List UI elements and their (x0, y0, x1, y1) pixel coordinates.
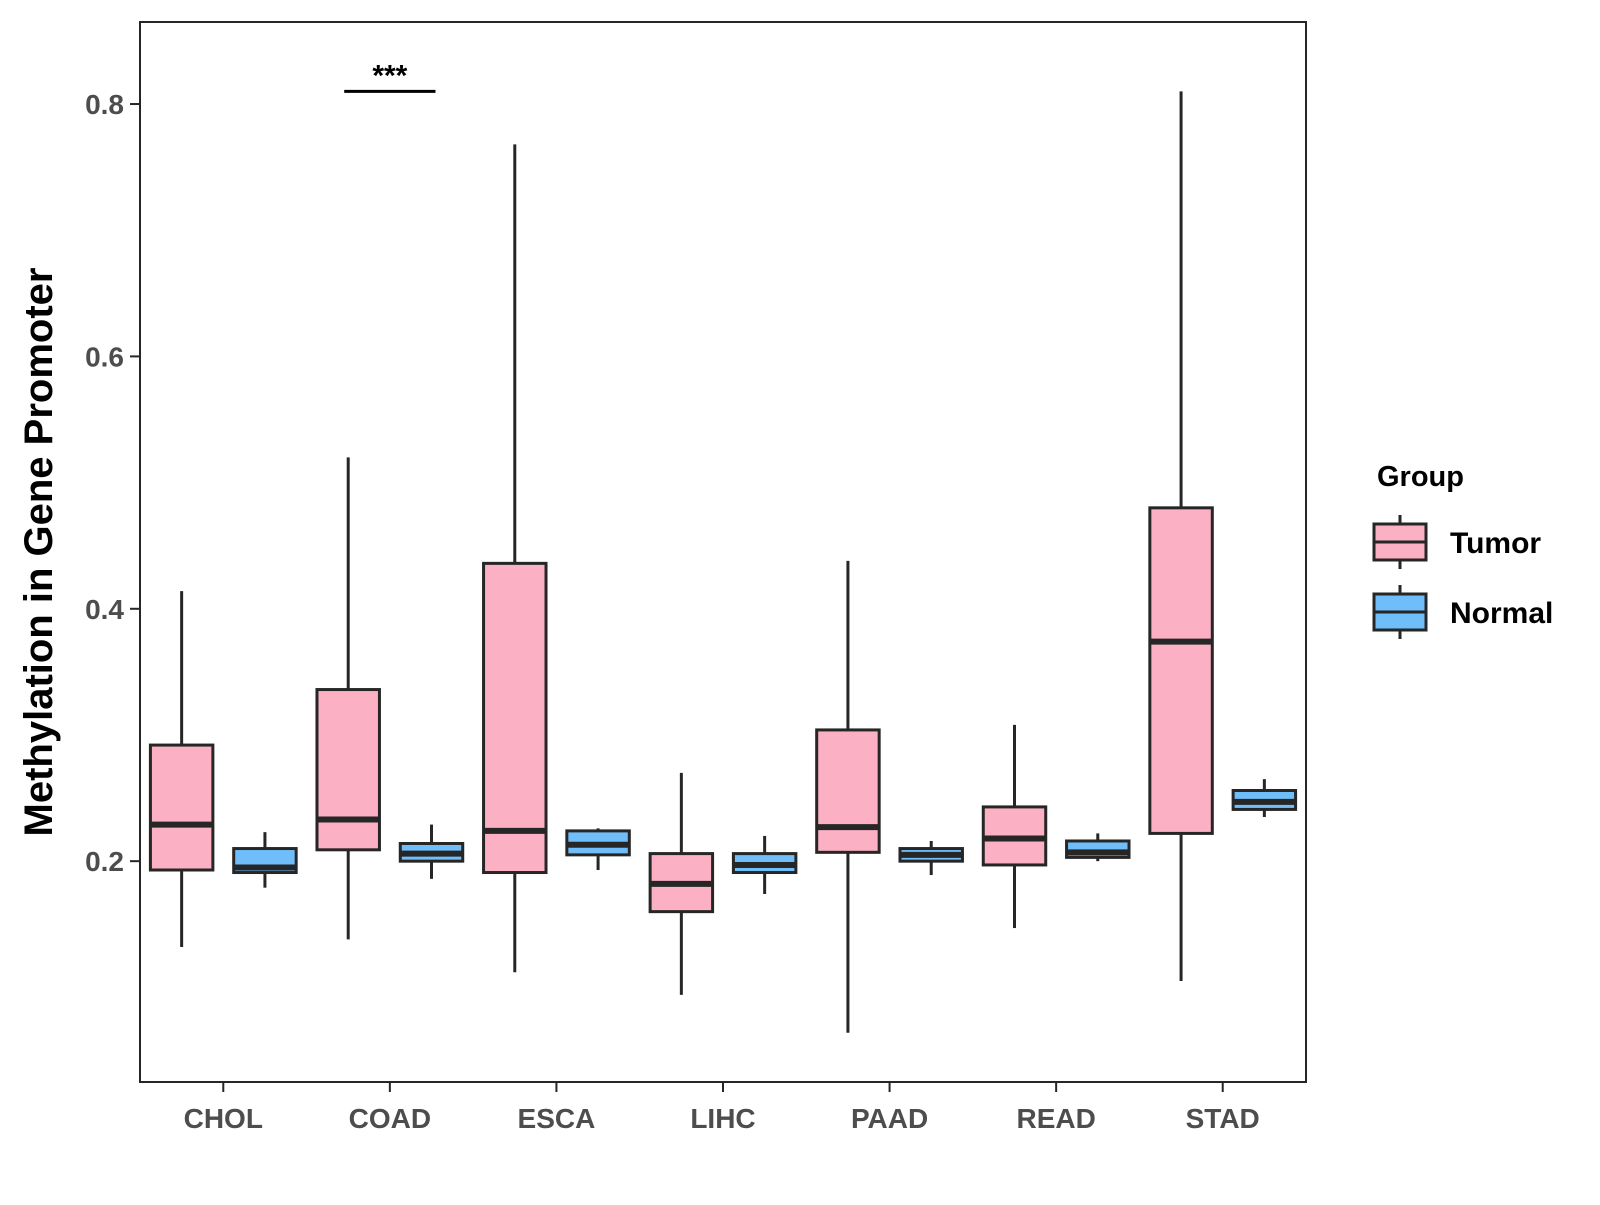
box-iqr (815, 728, 881, 854)
x-tick-label-esca: ESCA (518, 1103, 596, 1134)
box-tumor-esca (482, 144, 548, 973)
box-normal-lihc (731, 835, 798, 894)
legend-title: Group (1377, 461, 1464, 493)
box-tumor-paad (815, 560, 881, 1033)
x-tick-label-chol: CHOL (184, 1103, 263, 1134)
y-tick-label: 0.4 (85, 594, 124, 625)
box-tumor-read (981, 724, 1048, 929)
box-tumor-stad (1148, 91, 1214, 982)
box-iqr (1148, 506, 1214, 835)
x-tick-label-read: READ (1016, 1103, 1095, 1134)
x-tick-label-paad: PAAD (851, 1103, 928, 1134)
box-normal-paad (898, 840, 964, 876)
legend-label-normal: Normal (1450, 597, 1553, 630)
box-series-group (148, 91, 1298, 1033)
box-iqr (315, 688, 381, 852)
legend-item-tumor: Tumor (1372, 515, 1541, 569)
box-iqr (148, 743, 215, 872)
y-tick-label: 0.6 (85, 341, 124, 372)
box-tumor-chol (148, 591, 215, 947)
box-normal-esca (565, 828, 631, 870)
x-tick-label-coad: COAD (349, 1103, 431, 1134)
legend-label-tumor: Tumor (1450, 527, 1541, 560)
box-iqr (482, 561, 548, 875)
significance-annotations: *** (344, 59, 436, 93)
box-normal-chol (232, 832, 298, 888)
box-normal-coad (398, 824, 465, 879)
box-tumor-lihc (648, 772, 715, 995)
y-tick-label: 0.8 (85, 89, 124, 120)
significance-label: *** (372, 59, 407, 92)
y-tick-label: 0.2 (85, 846, 124, 877)
box-normal-read (1065, 833, 1131, 862)
series-tumor (148, 91, 1214, 1033)
x-tick-label-stad: STAD (1186, 1103, 1260, 1134)
y-axis: 0.2 0.4 0.6 0.8 (85, 89, 140, 877)
x-tick-label-lihc: LIHC (690, 1103, 755, 1134)
legend-item-normal: Normal (1372, 585, 1553, 639)
series-normal (232, 779, 1298, 894)
box-tumor-coad (315, 457, 381, 940)
box-normal-stad (1231, 779, 1298, 817)
plot-panel (139, 21, 1307, 1083)
legend: Group Tumor Normal (1372, 461, 1553, 639)
y-axis-title: Methylation in Gene Promoter (17, 268, 61, 837)
x-axis: CHOL COAD ESCA LIHC PAAD READ STAD (184, 1082, 1260, 1134)
